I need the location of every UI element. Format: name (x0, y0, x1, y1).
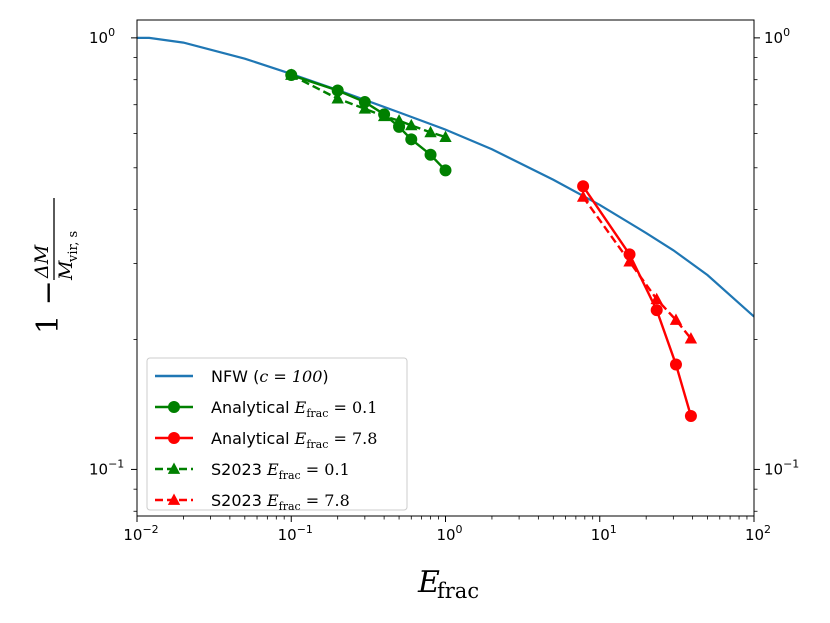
plot-lines (137, 36, 754, 422)
data-point (358, 102, 372, 114)
data-point (405, 133, 418, 146)
data-point (684, 409, 697, 422)
legend: NFW (c = 100) Analytical Efrac = 0.1 Analy… (146, 357, 408, 513)
y-tick-label: 100 (89, 26, 115, 47)
x-axis-ticks: 10−2 10−1 100 101 102 (123, 516, 771, 544)
series-line-0 (137, 36, 754, 318)
x-tick-label: 10−1 (278, 523, 313, 544)
y-tick-label: 10−1 (89, 457, 124, 478)
x-tick-label: 102 (745, 523, 771, 544)
legend-entry: Analytical Efrac = 7.8 (155, 429, 377, 451)
data-point (577, 180, 590, 193)
y-axis-label-denominator-sub: vir, s (66, 231, 81, 263)
y-tick-label-right: 10−1 (764, 457, 799, 478)
data-point (623, 255, 636, 267)
legend-entry: Analytical Efrac = 0.1 (155, 398, 377, 420)
series-line-1 (290, 73, 447, 172)
series-0 (137, 36, 754, 318)
legend-marker (168, 401, 180, 413)
y-axis-label-lead: 1 − (31, 280, 66, 334)
legend-label: Analytical Efrac = 7.8 (211, 429, 377, 451)
y-tick-label-right: 100 (764, 26, 790, 47)
legend-label: S2023 Efrac = 7.8 (211, 491, 350, 513)
legend-label: Analytical Efrac = 0.1 (211, 398, 377, 420)
x-axis-label-sub: frac (437, 579, 479, 603)
legend-entry: NFW (c = 100) (155, 367, 329, 386)
series-3 (285, 68, 452, 142)
y-axis-label-numerator: ΔM (31, 244, 53, 279)
x-axis-label-main: E (417, 565, 440, 600)
series-1 (285, 69, 452, 177)
data-point (669, 313, 683, 325)
data-point (331, 92, 344, 104)
x-tick-label: 100 (436, 523, 462, 544)
y-axis-label-denominator: M (55, 260, 77, 281)
data-point (285, 68, 298, 80)
legend-entries: NFW (c = 100) Analytical Efrac = 0.1 Analy… (155, 367, 377, 513)
data-point (331, 84, 344, 97)
legend-marker (167, 462, 181, 474)
data-point (405, 118, 418, 131)
legend-box (146, 357, 408, 511)
x-tick-label: 10−2 (123, 523, 158, 544)
legend-entry: S2023 Efrac = 0.1 (155, 460, 350, 482)
series-4 (576, 190, 698, 344)
legend-marker (167, 493, 181, 505)
data-point (669, 358, 682, 371)
y-axis-label: 1 − ΔM M vir, s (31, 198, 81, 334)
legend-marker (168, 432, 180, 444)
data-point (377, 109, 391, 122)
y-axis-ticks: 10−1 10−1 100 100 (89, 26, 799, 512)
series-line-3 (290, 73, 446, 139)
data-point (424, 125, 437, 138)
data-point (439, 164, 452, 177)
legend-entry: S2023 Efrac = 7.8 (155, 491, 350, 513)
series-2 (577, 180, 697, 422)
data-point (439, 130, 452, 142)
data-point (424, 148, 437, 161)
data-point (650, 292, 663, 305)
data-point (358, 96, 371, 109)
data-point (576, 190, 590, 202)
legend-label: S2023 Efrac = 0.1 (211, 460, 350, 482)
x-tick-label: 101 (591, 523, 617, 544)
legend-label: NFW (c = 100) (211, 367, 329, 386)
data-point (684, 332, 698, 344)
x-axis-label: E frac (417, 565, 479, 603)
data-point (650, 304, 663, 317)
data-point (392, 114, 406, 126)
